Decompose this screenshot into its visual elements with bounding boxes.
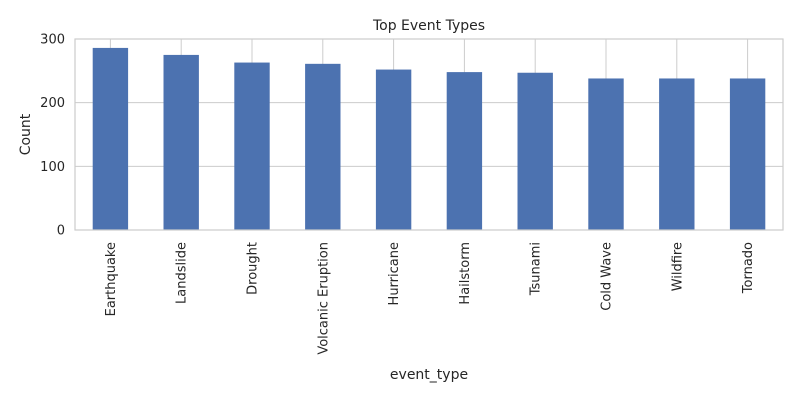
bar-wildfire [659, 78, 695, 231]
x-tick-label: Hailstorm [458, 242, 473, 305]
y-axis-label: Count [18, 113, 34, 155]
bar-landslide [163, 54, 199, 230]
bar-earthquake [92, 47, 129, 231]
bars [92, 47, 766, 231]
x-tick-label: Drought [246, 242, 261, 295]
bar-hurricane [375, 69, 412, 230]
plot-frame [74, 38, 784, 231]
chart-title: Top Event Types [372, 18, 485, 34]
x-tick-label: Earthquake [104, 242, 119, 316]
x-tick-label: Hurricane [387, 242, 402, 305]
x-tick-labels: Earthquake Landslide Drought Volcanic Erupt… [104, 242, 756, 355]
bar-volcanic-eruption [305, 63, 341, 230]
y-tick-label: 300 [40, 33, 65, 48]
x-tick-label: Landslide [175, 242, 190, 304]
bar-tsunami [517, 72, 553, 230]
x-axis-label: event_type [390, 367, 468, 383]
bar-cold-wave [588, 78, 624, 231]
bar-drought [234, 62, 270, 230]
x-tick-label: Wildfire [670, 242, 685, 291]
y-tick-label: 100 [40, 160, 65, 175]
x-tick-label: Tsunami [529, 242, 544, 296]
y-tick-label: 0 [57, 224, 65, 239]
x-tick-label: Volcanic Eruption [316, 242, 331, 355]
x-tick-label: Tornado [741, 242, 756, 294]
bar-hailstorm [446, 72, 483, 231]
x-tick-label: Cold Wave [600, 242, 615, 311]
bar-tornado [729, 78, 766, 231]
y-tick-labels: 0 100 200 300 [40, 33, 65, 239]
y-tick-label: 200 [40, 96, 65, 111]
